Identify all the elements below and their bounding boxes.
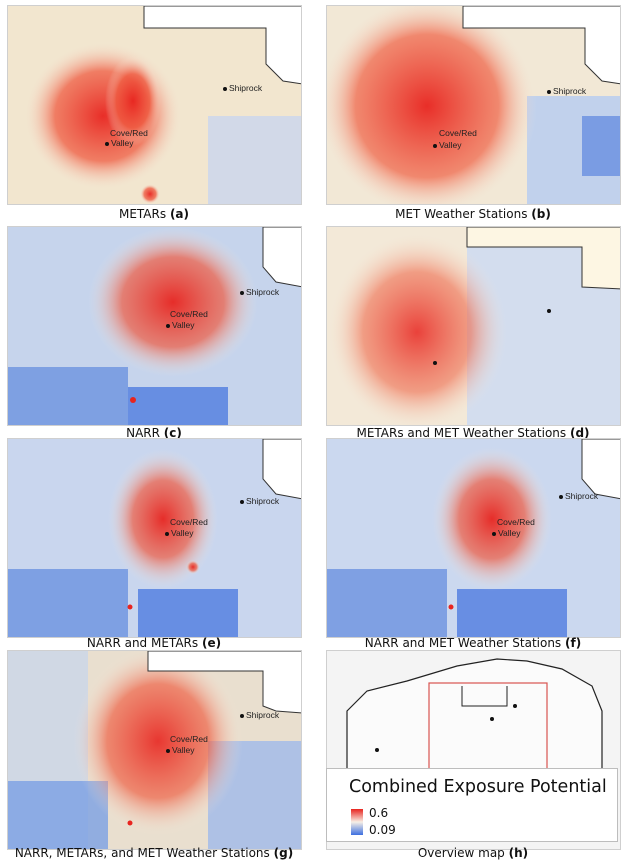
legend-title: Combined Exposure Potential xyxy=(349,777,607,797)
caption-d: METARs and MET Weather Stations (d) xyxy=(356,426,590,440)
heatmap-d xyxy=(327,227,620,425)
heatmap-a xyxy=(8,6,301,204)
legend-color-ramp xyxy=(351,809,363,835)
map-panel-f: Shiprock Cove/Red Valley xyxy=(326,438,621,638)
city-label-shiprock: Shiprock xyxy=(240,710,279,720)
heatmap-c xyxy=(8,227,301,425)
city-label-shiprock: Shiprock xyxy=(240,287,279,297)
caption-h: Overview map (h) xyxy=(417,846,529,860)
city-label-valley: Valley xyxy=(433,140,462,150)
heatmap-b xyxy=(327,6,620,204)
city-label-cove: Cove/Red xyxy=(439,128,477,138)
city-label-shiprock: Shiprock xyxy=(547,86,586,96)
heatmap-e xyxy=(8,439,301,637)
legend-high-value: 0.6 xyxy=(369,806,389,820)
city-label-shiprock: Shiprock xyxy=(559,491,598,501)
city-label-valley: Valley xyxy=(492,528,521,538)
map-panel-g: Shiprock Cove/Red Valley xyxy=(7,650,302,850)
map-panel-d xyxy=(326,226,621,426)
caption-e: NARR and METARs (e) xyxy=(86,636,222,650)
caption-b: MET Weather Stations (b) xyxy=(395,207,551,221)
map-panel-a: Shiprock Cove/Red Valley xyxy=(7,5,302,205)
heatmap-f xyxy=(327,439,620,637)
city-label-valley: Valley xyxy=(105,138,134,148)
city-label-cove: Cove/Red xyxy=(170,734,208,744)
map-panel-e: Shiprock Cove/Red Valley xyxy=(7,438,302,638)
city-label-cove: Cove/Red xyxy=(497,517,535,527)
caption-a: METARs (a) xyxy=(118,207,190,221)
city-label-shiprock: Shiprock xyxy=(240,496,279,506)
caption-f: NARR and MET Weather Stations (f) xyxy=(364,636,582,650)
city-label-cove: Cove/Red xyxy=(170,309,208,319)
city-label-shiprock: Shiprock xyxy=(223,83,262,93)
city-label-cove: Cove/Red xyxy=(170,517,208,527)
city-label-valley: Valley xyxy=(166,745,195,755)
heatmap-g xyxy=(8,651,301,849)
caption-g: NARR, METARs, and MET Weather Stations (… xyxy=(14,846,294,860)
city-label-cove: Cove/Red xyxy=(110,128,148,138)
legend-low-value: 0.09 xyxy=(369,823,396,837)
map-panel-c: Shiprock Cove/Red Valley xyxy=(7,226,302,426)
legend-box: Combined Exposure Potential 0.6 0.09 xyxy=(326,768,618,842)
caption-c: NARR (c) xyxy=(126,426,182,440)
city-label-valley: Valley xyxy=(165,528,194,538)
map-panel-b: Shiprock Cove/Red Valley xyxy=(326,5,621,205)
city-label-valley: Valley xyxy=(166,320,195,330)
